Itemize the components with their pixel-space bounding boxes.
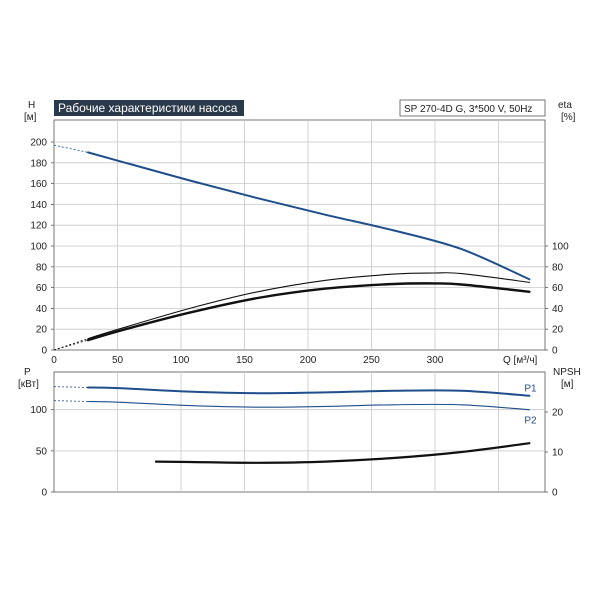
h-tick-4: 80 [36,262,48,273]
npsh-axis-unit: [м] [561,379,574,390]
upper-head-curve [87,151,531,281]
h-tick-7: 140 [30,200,47,211]
eta-axis-label: eta [558,100,572,111]
h-tick-6: 120 [30,221,47,232]
q-tick-2: 100 [173,355,190,366]
eta-axis-unit: [%] [561,112,576,123]
h-tick-9: 180 [30,158,47,169]
upper-grid [53,119,546,351]
h-axis-unit: [м] [24,112,37,123]
lower-power-curve [87,386,531,397]
lower-grid [53,371,546,493]
lower-power-extrapolation [53,386,88,388]
eta-tick-4: 80 [552,262,564,273]
curve-label-p1: P1 [524,384,537,395]
h-tick-1: 20 [36,325,48,336]
lower-curves: P1 P2 [53,384,537,464]
q-tick-1: 50 [112,355,124,366]
h-tick-5: 100 [30,242,47,253]
p-tick-0: 0 [41,488,47,499]
q-tick-4: 200 [300,355,317,366]
eta-tick-1: 20 [552,325,564,336]
lower-power-thin-curve [87,400,530,411]
upper-eff-thin-curve [87,272,530,340]
upper-head-extrapolation [53,144,89,153]
npsh-tick-2: 20 [552,408,564,419]
eta-tick-2: 40 [552,304,564,315]
curve-label-p2: P2 [524,416,537,427]
npsh-tick-0: 0 [552,488,558,499]
h-tick-8: 160 [30,179,47,190]
eta-tick-3: 60 [552,283,564,294]
pump-model: SP 270-4D G, 3*500 V, 50Hz [404,104,532,115]
upper-curves [53,144,531,351]
q-axis-label: Q [м³/ч] [503,355,538,366]
h-tick-10: 200 [30,138,47,149]
p-axis-unit: [кВт] [18,379,39,390]
npsh-tick-1: 10 [552,448,564,459]
lower-power-thin-extrapolation [53,400,88,402]
upper-plot-frame [53,119,546,351]
upper-eff-bold-extrapolation [53,339,89,351]
eta-tick-0: 0 [552,346,558,357]
h-tick-0: 0 [41,346,47,357]
q-tick-3: 150 [236,355,253,366]
h-tick-3: 60 [36,283,48,294]
lower-npsh-curve [154,442,531,464]
p-tick-2: 100 [30,405,47,416]
chart-title: Рабочие характеристики насоса [58,101,238,115]
lower-plot-frame [53,371,546,493]
model-box [399,99,546,117]
tick-labels: 0204060801001201401601802000204060801000… [30,138,569,499]
h-axis-label: H [28,100,35,111]
upper-eff-bold-curve [86,282,531,342]
npsh-axis-label: NPSH [553,367,581,378]
p-tick-1: 50 [36,446,48,457]
p-axis-label: P [24,367,31,378]
q-tick-5: 250 [363,355,380,366]
h-tick-2: 40 [36,304,48,315]
eta-tick-5: 100 [552,242,569,253]
q-tick-0: 0 [51,355,57,366]
title-background [54,100,244,116]
q-tick-6: 300 [427,355,444,366]
